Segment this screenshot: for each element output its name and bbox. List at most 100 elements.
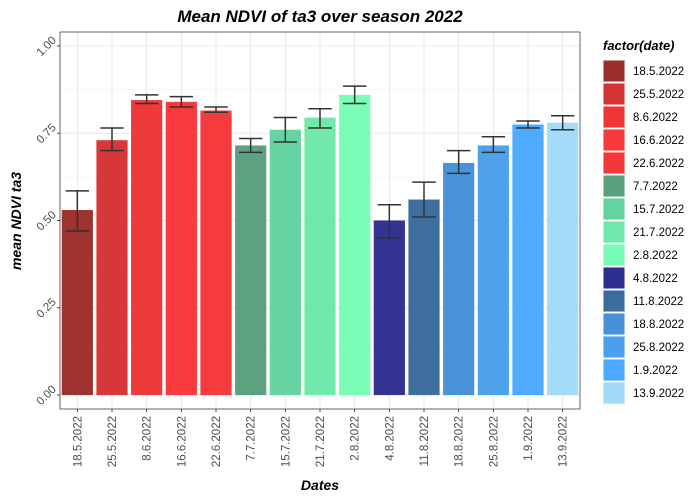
- errorbar-25.5.2022: [100, 127, 124, 152]
- errorbar-4.8.2022: [377, 204, 402, 239]
- x-axis-ticks: 18.5.2022 25.5.2022 8.6.2022 16.6.2022 22.6.…: [72, 409, 570, 467]
- legend-label: 25.5.2022: [633, 89, 684, 101]
- legend-label: 18.8.2022: [633, 319, 684, 331]
- legend-swatch: [603, 106, 625, 128]
- x-tick-label: 15.7.2022: [280, 416, 292, 467]
- x-tick-label: 16.6.2022: [176, 416, 188, 467]
- legend-swatch: [603, 336, 625, 358]
- chart-title: Mean NDVI of ta3 over season 2022: [177, 7, 463, 26]
- legend-label: 13.9.2022: [633, 388, 684, 400]
- y-axis-ticks: 0.00 0.25 0.50 0.75 1.00: [35, 35, 60, 408]
- legend-label: 1.9.2022: [633, 365, 678, 377]
- legend-label: 11.8.2022: [633, 296, 683, 308]
- errorbar-11.8.2022: [412, 181, 436, 218]
- legend-item: 18.5.2022: [603, 60, 684, 82]
- y-tick-label: 0.75: [35, 122, 59, 146]
- bars: [61, 94, 579, 396]
- x-tick-label: 18.5.2022: [72, 416, 84, 467]
- x-tick-label: 7.7.2022: [246, 416, 258, 461]
- x-axis-title: Dates: [301, 477, 339, 493]
- legend-swatch: [603, 267, 625, 289]
- y-tick-label: 1.00: [35, 35, 59, 59]
- legend-swatch: [603, 221, 625, 243]
- bar-16.6.2022: [165, 101, 197, 396]
- legend-label: 21.7.2022: [633, 227, 684, 239]
- error-bars: [65, 85, 575, 239]
- bar-22.6.2022: [200, 110, 232, 396]
- errorbar-1.9.2022: [516, 120, 540, 129]
- legend-item: 2.8.2022: [603, 244, 678, 266]
- legend-item: 11.8.2022: [603, 290, 683, 312]
- x-tick-label: 21.7.2022: [315, 416, 327, 467]
- bar-25.8.2022: [477, 145, 509, 396]
- legend-swatch: [603, 290, 625, 312]
- y-tick-label: 0.50: [35, 209, 59, 233]
- legend-item: 8.6.2022: [603, 106, 678, 128]
- legend-label: 16.6.2022: [633, 135, 684, 147]
- y-axis-title: mean NDVI ta3: [8, 172, 24, 270]
- legend-item: 18.8.2022: [603, 313, 684, 335]
- errorbar-18.5.2022: [65, 190, 90, 232]
- legend-item: 25.8.2022: [603, 336, 684, 358]
- x-tick-label: 13.9.2022: [558, 416, 570, 467]
- legend-title: factor(date): [603, 38, 675, 53]
- x-tick-label: 25.8.2022: [488, 416, 500, 467]
- x-tick-label: 8.6.2022: [142, 416, 154, 461]
- legend-label: 18.5.2022: [633, 66, 684, 78]
- x-tick-label: 18.8.2022: [454, 416, 466, 467]
- x-tick-label: 11.8.2022: [419, 416, 431, 466]
- bar-13.9.2022: [547, 122, 579, 396]
- legend: factor(date) 18.5.2022 25.5.2022 8.6.2022 1…: [603, 38, 684, 404]
- bar-18.8.2022: [443, 162, 475, 396]
- bar-8.6.2022: [131, 100, 163, 396]
- legend-item: 25.5.2022: [603, 83, 684, 105]
- legend-swatch: [603, 244, 625, 266]
- errorbar-2.8.2022: [342, 85, 367, 105]
- x-tick-label: 4.8.2022: [384, 416, 396, 461]
- errorbar-16.6.2022: [169, 95, 194, 108]
- x-tick-label: 22.6.2022: [211, 416, 223, 467]
- legend-swatch: [603, 60, 625, 82]
- bar-1.9.2022: [512, 124, 544, 396]
- x-tick-label: 1.9.2022: [523, 416, 535, 461]
- bar-4.8.2022: [373, 220, 405, 396]
- legend-label: 25.8.2022: [633, 342, 684, 354]
- legend-label: 2.8.2022: [633, 250, 678, 262]
- legend-swatch: [603, 359, 625, 381]
- x-tick-label: 2.8.2022: [350, 416, 362, 461]
- errorbar-22.6.2022: [204, 106, 228, 114]
- legend-swatch: [603, 129, 625, 151]
- errorbar-13.9.2022: [550, 115, 575, 131]
- legend-label: 15.7.2022: [633, 204, 684, 216]
- legend-item: 13.9.2022: [603, 382, 684, 404]
- bar-21.7.2022: [304, 117, 336, 396]
- legend-item: 4.8.2022: [603, 267, 678, 289]
- errorbar-7.7.2022: [238, 137, 263, 154]
- legend-label: 7.7.2022: [633, 181, 678, 193]
- legend-label: 4.8.2022: [633, 273, 678, 285]
- y-tick-label: 0.00: [35, 384, 59, 408]
- legend-swatch: [603, 382, 625, 404]
- errorbar-21.7.2022: [308, 108, 332, 129]
- legend-item: 21.7.2022: [603, 221, 684, 243]
- bar-18.5.2022: [61, 210, 93, 396]
- bar-2.8.2022: [339, 94, 371, 396]
- legend-swatch: [603, 83, 625, 105]
- errorbar-15.7.2022: [273, 116, 298, 143]
- bar-15.7.2022: [269, 129, 301, 396]
- legend-swatch: [603, 313, 625, 335]
- errorbar-25.8.2022: [481, 135, 506, 154]
- legend-item: 15.7.2022: [603, 198, 684, 220]
- legend-swatch: [603, 175, 625, 197]
- x-tick-label: 25.5.2022: [107, 416, 119, 467]
- legend-label: 8.6.2022: [633, 112, 678, 124]
- bar-11.8.2022: [408, 199, 440, 396]
- legend-item: 16.6.2022: [603, 129, 684, 151]
- legend-item: 22.6.2022: [603, 152, 684, 174]
- legend-label: 22.6.2022: [633, 158, 684, 170]
- bar-25.5.2022: [96, 140, 128, 396]
- legend-item: 1.9.2022: [603, 359, 678, 381]
- y-tick-label: 0.25: [35, 296, 59, 320]
